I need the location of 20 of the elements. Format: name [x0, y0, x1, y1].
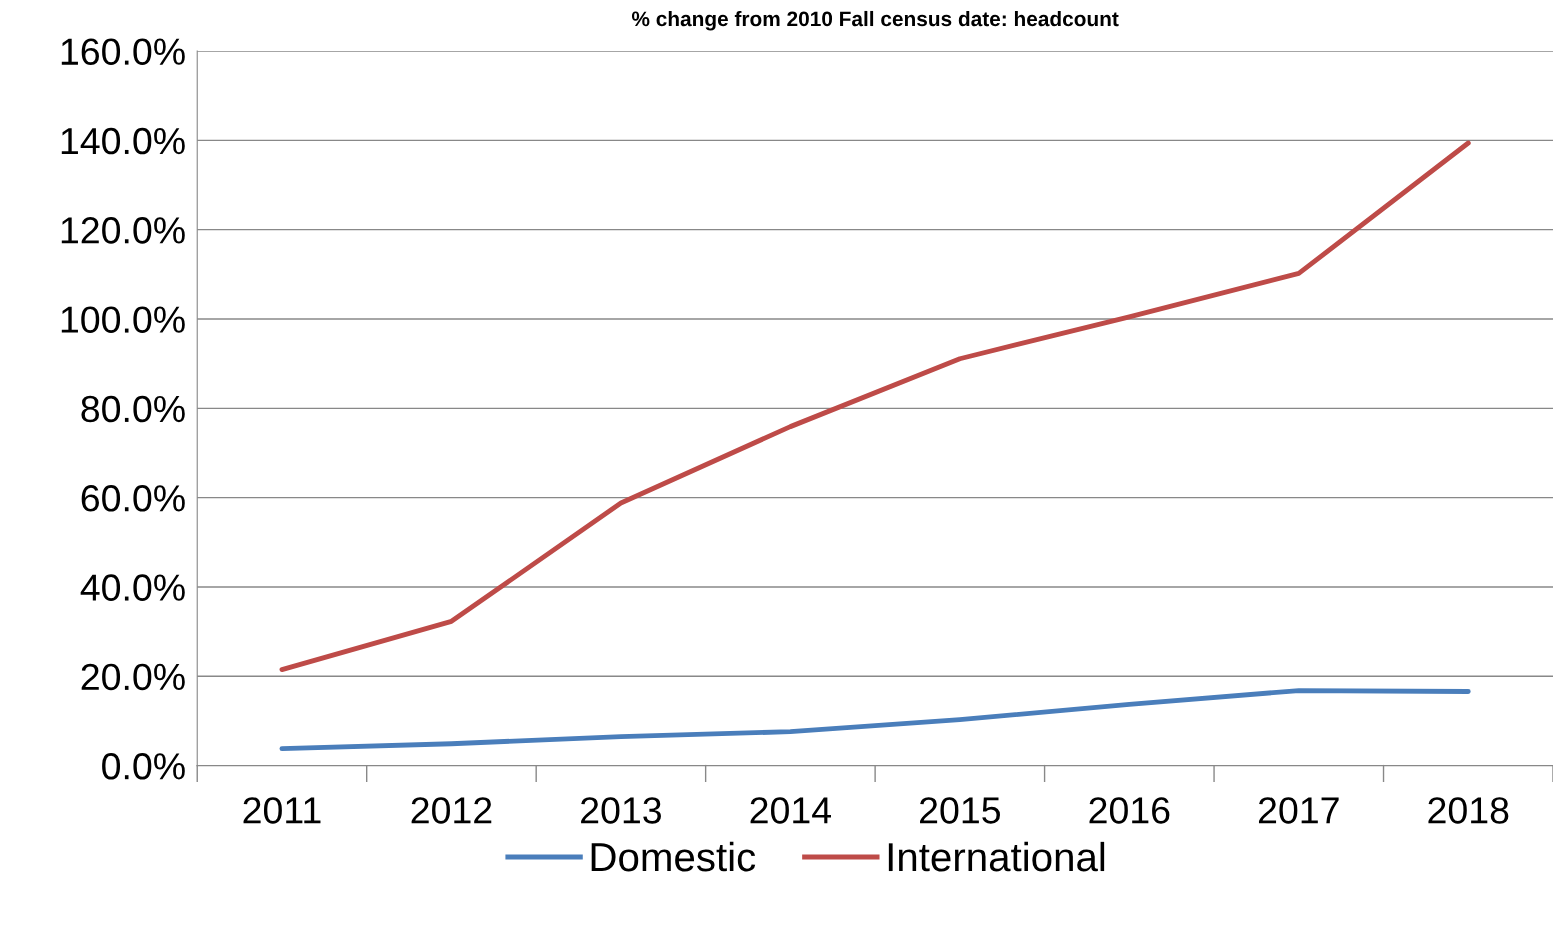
- y-tick-label: 60.0%: [81, 485, 185, 512]
- x-tick-label: 2011: [243, 797, 321, 824]
- y-tick-label: 140.0%: [61, 127, 185, 155]
- x-tick-label: 2018: [1428, 797, 1509, 824]
- y-tick-label: 40.0%: [80, 574, 185, 601]
- y-tick-label: 80.0%: [81, 395, 185, 423]
- y-tick-label: 100.0%: [61, 306, 185, 333]
- y-tick-label: 120.0%: [61, 217, 185, 244]
- x-tick-label: 2012: [411, 797, 492, 824]
- legend-label: International: [888, 841, 1105, 872]
- chart-title: % change from 2010 Fall census date: headcount: [631, 10, 1119, 31]
- x-tick-label: 2015: [920, 797, 1000, 824]
- legend-label: Domestic: [591, 841, 756, 872]
- y-tick-label: 160.0%: [61, 38, 185, 65]
- y-tick-label: 0.0%: [102, 753, 185, 780]
- x-tick-label: 2014: [750, 797, 831, 824]
- y-tick-label: 20.0%: [81, 663, 185, 691]
- x-tick-label: 2017: [1258, 797, 1339, 824]
- x-tick-label: 2016: [1089, 797, 1170, 824]
- x-tick-label: 2013: [581, 797, 661, 824]
